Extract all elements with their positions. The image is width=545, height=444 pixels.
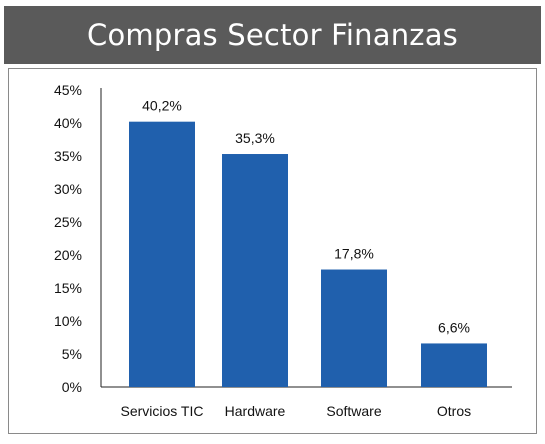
y-tick-label: 25% bbox=[54, 214, 82, 230]
x-category-label: Software bbox=[326, 403, 381, 419]
y-tick-label: 35% bbox=[54, 148, 82, 164]
bar-hardware bbox=[222, 154, 288, 387]
y-tick-label: 0% bbox=[62, 379, 82, 395]
bar-servicios-tic bbox=[129, 121, 195, 388]
y-tick-label: 30% bbox=[54, 181, 82, 197]
bar-value-label: 35,3% bbox=[235, 130, 275, 146]
y-tick-label: 15% bbox=[54, 280, 82, 296]
y-tick-label: 40% bbox=[54, 115, 82, 131]
bar-value-label: 40,2% bbox=[142, 98, 182, 114]
x-category-label: Otros bbox=[437, 403, 471, 419]
bar-software bbox=[321, 269, 387, 387]
chart-title: Compras Sector Finanzas bbox=[4, 6, 541, 64]
bar-value-label: 6,6% bbox=[438, 319, 470, 335]
y-tick-label: 10% bbox=[54, 313, 82, 329]
x-category-label: Hardware bbox=[225, 403, 286, 419]
bar-value-label: 17,8% bbox=[334, 246, 374, 262]
y-tick-label: 20% bbox=[54, 247, 82, 263]
x-category-label: Servicios TIC bbox=[121, 403, 204, 419]
bar-otros bbox=[421, 343, 487, 387]
y-tick-label: 5% bbox=[62, 346, 82, 362]
y-tick-label: 45% bbox=[54, 82, 82, 98]
